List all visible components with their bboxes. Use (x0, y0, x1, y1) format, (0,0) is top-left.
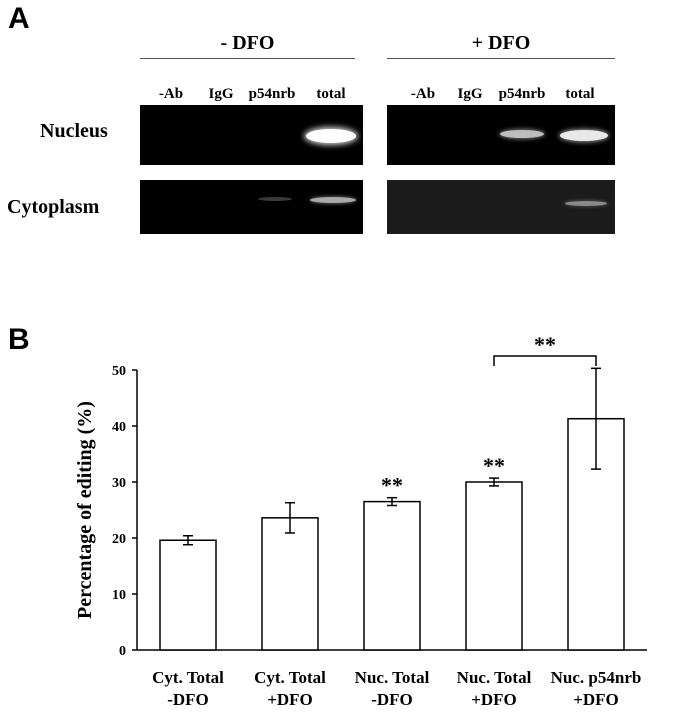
x-category-label: -DFO (371, 690, 413, 709)
bar (465, 481, 523, 651)
lane-label-total: total (565, 86, 595, 102)
gel-band (565, 201, 607, 206)
gel-image-cytoplasm-minus-dfo (140, 180, 363, 234)
x-category-label: +DFO (267, 690, 313, 709)
gel-band (500, 130, 544, 138)
panel-a-letter: A (8, 2, 30, 35)
gel-band (258, 197, 292, 201)
group-title-minus-dfo: - DFO (220, 32, 275, 54)
gel-image-cytoplasm-plus-dfo (387, 180, 615, 234)
y-tick-label: 0 (119, 644, 126, 659)
gel-image-nucleus-plus-dfo (387, 105, 615, 165)
panel-b-letter: B (8, 323, 30, 356)
gel-image-nucleus-minus-dfo (140, 105, 363, 165)
x-category-label: +DFO (573, 690, 619, 709)
lane-label-minus-ab: -Ab (158, 86, 184, 102)
x-category-label: Nuc. p54nrb (551, 668, 642, 687)
x-category-label: Nuc. Total (355, 668, 430, 687)
y-tick-label: 50 (112, 364, 126, 379)
group-title-plus-dfo: + DFO (471, 32, 531, 54)
x-category-label: Cyt. Total (152, 668, 224, 687)
bar (261, 517, 319, 651)
significance-marker: ** (381, 473, 403, 498)
group-divider-plus-dfo (387, 58, 615, 59)
bar (363, 500, 421, 651)
lane-label-minus-ab: -Ab (410, 86, 436, 102)
lane-label-igg: IgG (457, 86, 483, 102)
y-axis-label: Percentage of editing (%) (74, 401, 96, 619)
x-category-label: Nuc. Total (457, 668, 532, 687)
significance-bracket (493, 355, 597, 366)
y-tick-label: 10 (112, 588, 126, 603)
row-label-cytoplasm: Cytoplasm (7, 196, 100, 218)
y-tick-label: 40 (112, 420, 126, 435)
row-label-nucleus: Nucleus (40, 120, 108, 142)
x-category-label: -DFO (167, 690, 209, 709)
lane-label-p54nrb: p54nrb (498, 86, 546, 102)
significance-marker: ** (483, 453, 505, 478)
bracket-significance-label: ** (534, 332, 556, 357)
lane-label-total: total (316, 86, 346, 102)
gel-band (560, 130, 608, 141)
gel-band (306, 129, 356, 143)
bar (159, 539, 217, 651)
y-tick-label: 30 (112, 476, 126, 491)
lane-label-igg: IgG (208, 86, 234, 102)
x-category-label: +DFO (471, 690, 517, 709)
lane-label-p54nrb: p54nrb (248, 86, 296, 102)
group-divider-minus-dfo (140, 58, 355, 59)
gel-band (310, 197, 356, 203)
y-tick-label: 20 (112, 532, 126, 547)
x-category-label: Cyt. Total (254, 668, 326, 687)
